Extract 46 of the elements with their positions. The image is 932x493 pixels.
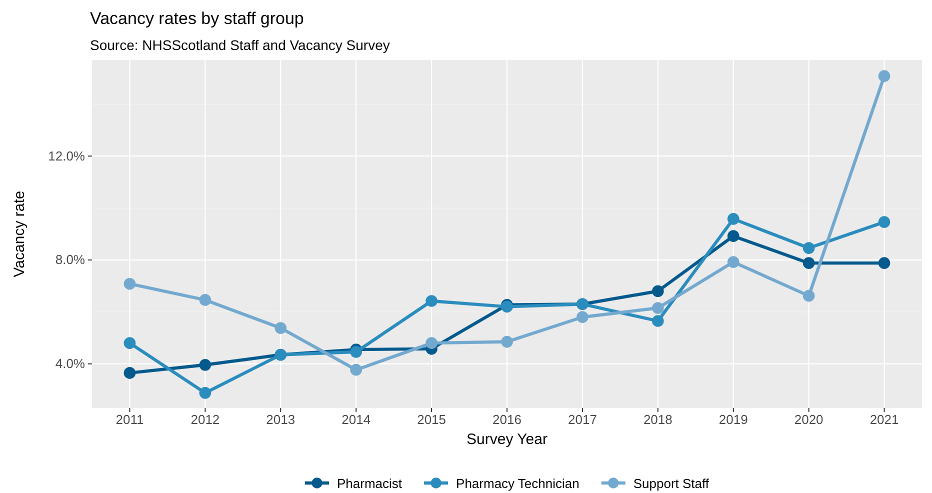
y-tick-label: 12.0% (48, 148, 86, 164)
x-tick-label: 2020 (794, 412, 824, 428)
x-tick-label: 2021 (870, 412, 899, 428)
point (878, 257, 890, 269)
point (802, 257, 815, 269)
point (426, 337, 438, 349)
point (501, 336, 513, 348)
point (199, 358, 212, 371)
point (727, 213, 740, 225)
x-tick-label: 2014 (342, 412, 371, 428)
point (727, 256, 740, 268)
point (274, 322, 287, 334)
point (878, 70, 890, 82)
y-axis-title: Vacancy rate (11, 190, 28, 278)
point (878, 216, 890, 228)
point (652, 285, 664, 298)
x-axis-title: Survey Year (466, 431, 548, 448)
y-tick-label: 8.0% (55, 252, 86, 268)
point (576, 311, 588, 324)
point (426, 295, 438, 307)
point (350, 346, 362, 358)
point (199, 294, 212, 306)
point (124, 367, 136, 379)
point (652, 315, 664, 327)
x-tick-label: 2012 (190, 412, 220, 428)
chart-title: Vacancy rates by staff group (90, 9, 304, 28)
chart-subtitle: Source: NHSScotland Staff and Vacancy Survey (90, 37, 390, 53)
point (124, 337, 136, 349)
point (802, 290, 815, 302)
x-tick-label: 2016 (492, 412, 522, 428)
x-tick-label: 2018 (643, 412, 672, 428)
y-tick-label: 4.0% (55, 356, 86, 372)
point (802, 242, 815, 254)
point (350, 364, 362, 376)
point (652, 302, 664, 314)
x-tick-label: 2017 (568, 412, 597, 428)
x-tick-label: 2013 (266, 412, 296, 428)
legend-label: Pharmacist (336, 476, 402, 491)
point (124, 278, 136, 290)
legend-label: Pharmacy Technician (456, 476, 580, 491)
point (727, 230, 740, 242)
legend-label: Support Staff (633, 476, 710, 491)
x-tick-label: 2019 (718, 412, 748, 428)
x-tick-label: 2015 (417, 412, 446, 428)
point (199, 387, 212, 399)
x-tick-label: 2011 (116, 412, 144, 428)
